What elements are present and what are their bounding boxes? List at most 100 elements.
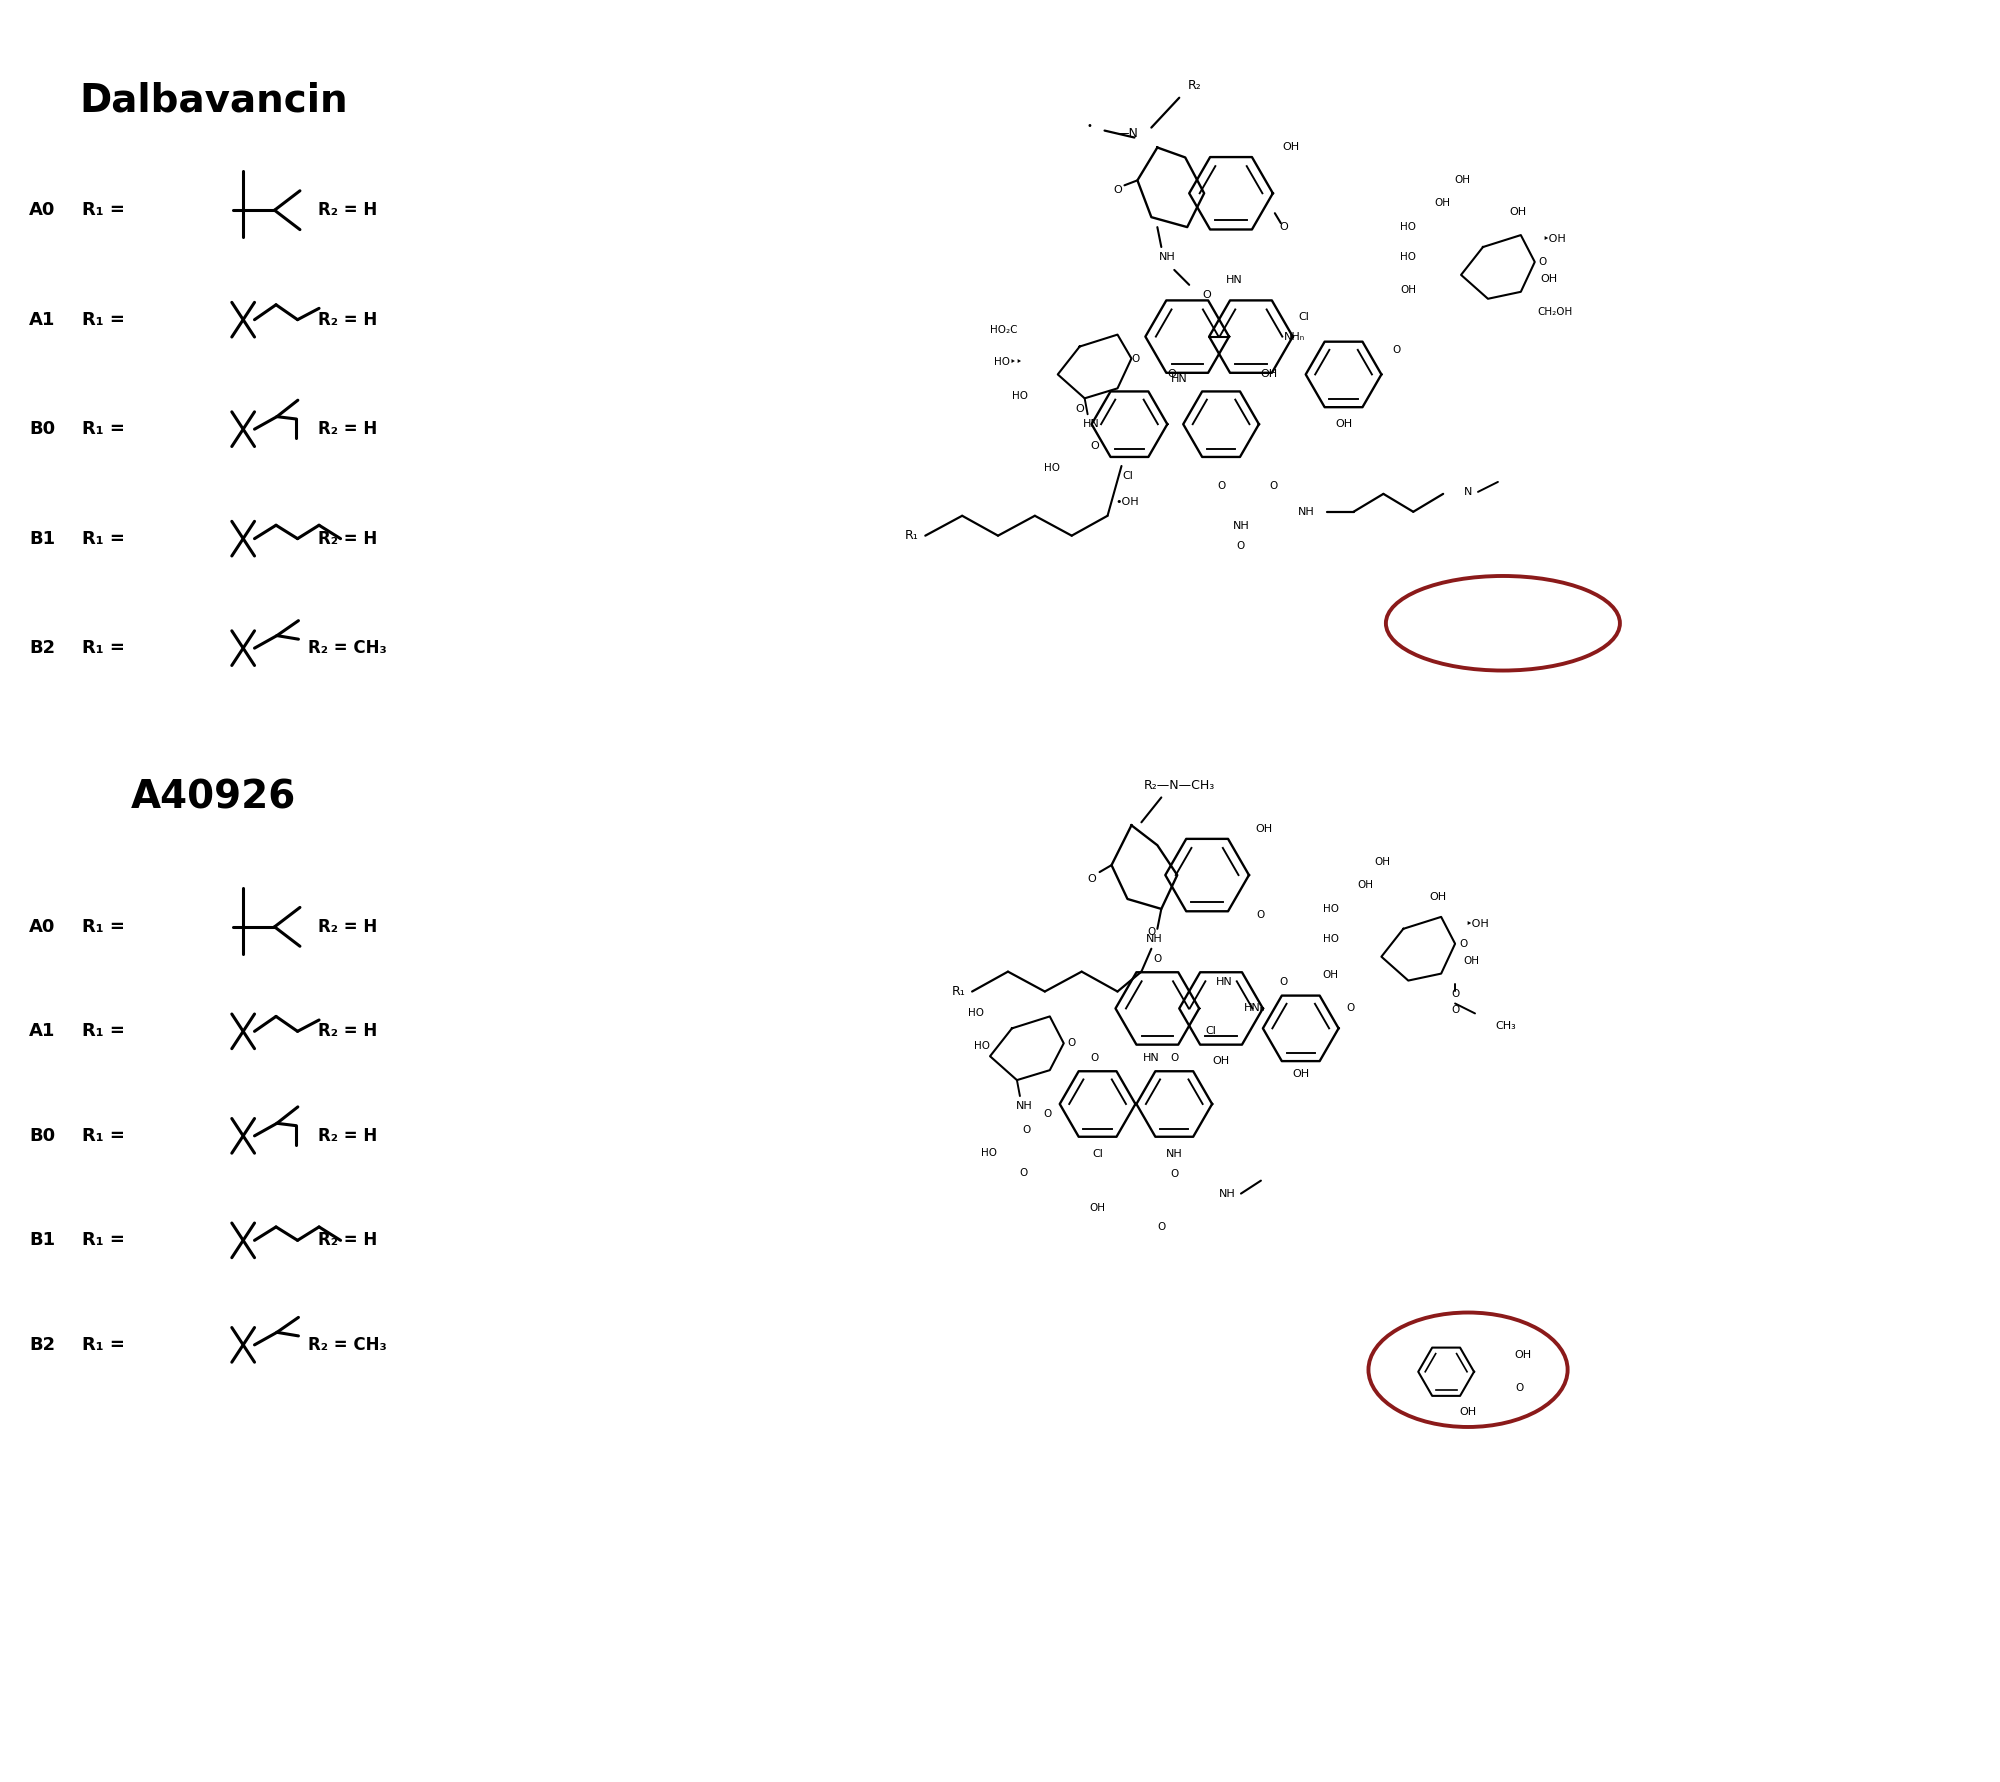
Text: R₂ = CH₃: R₂ = CH₃ (308, 640, 388, 658)
Text: R₂ = H: R₂ = H (318, 310, 378, 328)
Text: HO: HO (968, 1009, 984, 1019)
Text: Cl: Cl (1298, 312, 1310, 323)
Text: HO: HO (1044, 463, 1060, 472)
Text: O: O (1538, 257, 1546, 267)
Text: R₂—N—CH₃: R₂—N—CH₃ (1144, 779, 1214, 791)
Text: O: O (1148, 927, 1156, 937)
Text: NHₙ: NHₙ (1284, 331, 1306, 342)
Text: OH: OH (1510, 207, 1526, 217)
Text: HO: HO (1400, 223, 1416, 232)
Text: OH: OH (1464, 955, 1480, 966)
Text: O: O (1392, 344, 1400, 355)
Text: R₂: R₂ (1188, 78, 1202, 93)
Text: O: O (1090, 442, 1098, 451)
Text: R₂ = H: R₂ = H (318, 529, 378, 547)
Text: OH: OH (1090, 1203, 1106, 1212)
Text: NH: NH (1232, 520, 1250, 531)
Text: A0: A0 (28, 201, 56, 219)
Text: O: O (1202, 290, 1212, 299)
Text: R₁ =: R₁ = (82, 529, 126, 547)
Text: O: O (1236, 540, 1246, 551)
Text: OH: OH (1460, 1406, 1476, 1417)
Text: O: O (1170, 1169, 1178, 1178)
Text: HN: HN (1142, 1053, 1160, 1064)
Text: R₁ =: R₁ = (82, 1336, 126, 1354)
Text: HO: HO (1400, 251, 1416, 262)
Text: A0: A0 (28, 918, 56, 936)
Text: O: O (1458, 939, 1468, 948)
Text: HO: HO (982, 1148, 998, 1158)
Text: B2: B2 (28, 640, 56, 658)
Text: O: O (1256, 911, 1266, 920)
Text: R₂ = H: R₂ = H (318, 918, 378, 936)
Text: R₁: R₁ (904, 529, 918, 542)
Text: O: O (1450, 989, 1460, 998)
Text: Cl: Cl (1206, 1026, 1216, 1037)
Text: •: • (1086, 121, 1092, 130)
Text: O: O (1088, 873, 1096, 884)
Text: O: O (1346, 1003, 1354, 1014)
Text: R₁ =: R₁ = (82, 1023, 126, 1041)
Text: OH: OH (1454, 175, 1470, 185)
Text: O: O (1020, 1167, 1028, 1178)
Text: OH: OH (1434, 198, 1450, 208)
Text: O: O (1450, 1005, 1460, 1016)
Text: R₂ = H: R₂ = H (318, 201, 378, 219)
Text: R₂ = H: R₂ = H (318, 1023, 378, 1041)
Text: HO: HO (974, 1041, 990, 1051)
Text: B0: B0 (28, 421, 56, 438)
Text: O: O (1280, 223, 1288, 232)
Text: O: O (1280, 977, 1288, 987)
Text: R₁ =: R₁ = (82, 201, 126, 219)
Text: O: O (1516, 1383, 1524, 1394)
Text: ‣OH: ‣OH (1466, 920, 1488, 928)
Text: NH: NH (1298, 506, 1316, 517)
Text: NH: NH (1146, 934, 1162, 944)
Text: NH: NH (1016, 1101, 1032, 1110)
Text: O: O (1170, 1053, 1178, 1064)
Text: OH: OH (1260, 369, 1278, 380)
Text: R₂ = H: R₂ = H (318, 1231, 378, 1249)
Text: OH: OH (1336, 419, 1352, 429)
Text: O: O (1132, 353, 1140, 364)
Text: HN: HN (1226, 274, 1242, 285)
Text: NH: NH (1158, 251, 1176, 262)
Text: A1: A1 (28, 310, 56, 328)
Text: R₂ = CH₃: R₂ = CH₃ (308, 1336, 388, 1354)
Text: B1: B1 (28, 1231, 56, 1249)
Text: HN: HN (1084, 419, 1100, 429)
Text: O: O (1090, 1053, 1098, 1064)
Text: HO: HO (1322, 903, 1338, 914)
Text: •OH: •OH (1116, 497, 1140, 506)
Text: R₁: R₁ (952, 985, 966, 998)
Text: N: N (1464, 486, 1472, 497)
Text: HO₂C: HO₂C (990, 324, 1018, 335)
Text: O: O (1114, 185, 1122, 196)
Text: HO: HO (1322, 934, 1338, 944)
Text: R₁ =: R₁ = (82, 918, 126, 936)
Text: O: O (1044, 1108, 1052, 1119)
Text: A40926: A40926 (130, 779, 296, 816)
Text: B1: B1 (28, 529, 56, 547)
Text: OH: OH (1282, 143, 1300, 153)
Text: O: O (1068, 1039, 1076, 1048)
Text: B2: B2 (28, 1336, 56, 1354)
Text: R₁ =: R₁ = (82, 310, 126, 328)
Text: HO: HO (1012, 392, 1028, 401)
Text: OH: OH (1374, 857, 1390, 868)
Text: O: O (1216, 481, 1226, 490)
Text: R₂ = H: R₂ = H (318, 421, 378, 438)
Text: OH: OH (1212, 1057, 1230, 1066)
Text: O: O (1270, 481, 1278, 490)
Text: HNₙ: HNₙ (1244, 1003, 1266, 1014)
Text: CH₂OH: CH₂OH (1538, 307, 1574, 317)
Text: NH: NH (1218, 1189, 1236, 1199)
Text: OH: OH (1514, 1349, 1532, 1360)
Text: OH: OH (1400, 285, 1416, 294)
Text: NH: NH (1166, 1149, 1182, 1158)
Text: ‣OH: ‣OH (1542, 233, 1566, 244)
Text: O: O (1158, 1222, 1166, 1233)
Text: R₂ = H: R₂ = H (318, 1126, 378, 1144)
Text: R₁ =: R₁ = (82, 421, 126, 438)
Text: OH: OH (1540, 274, 1558, 283)
